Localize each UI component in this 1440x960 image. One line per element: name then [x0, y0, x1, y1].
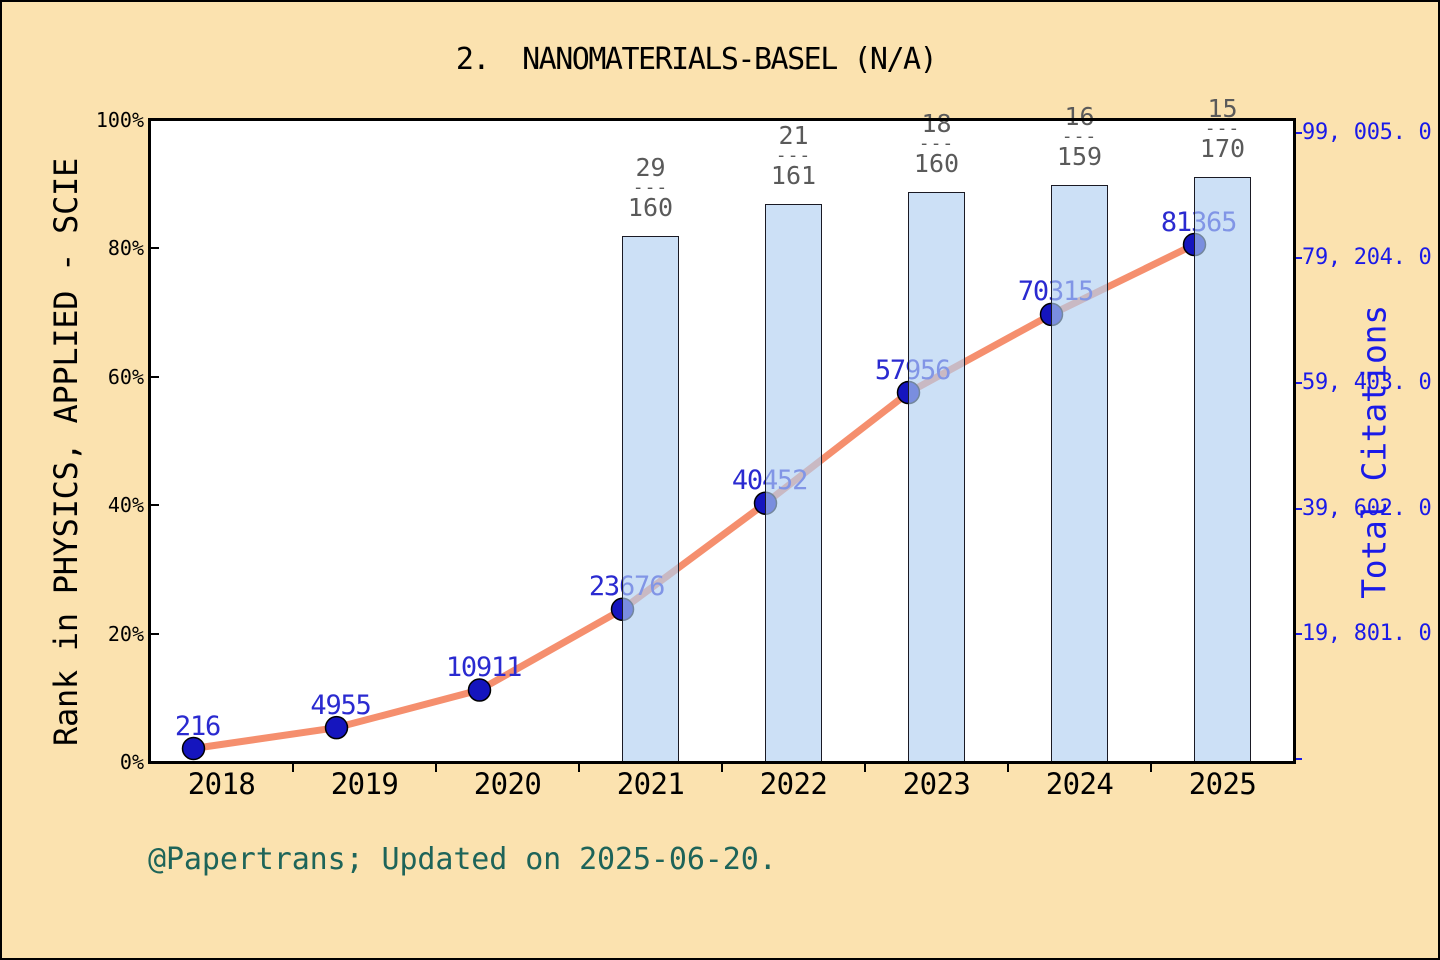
fraction-numerator: 21 [778, 120, 809, 150]
rank-bar-2025 [1194, 176, 1251, 762]
x-axis-tick-label: 2024 [1045, 767, 1114, 801]
fraction-denominator: 161 [770, 160, 817, 190]
y-axis-tick [151, 247, 159, 250]
x-axis-tick-label: 2025 [1188, 767, 1257, 801]
x-axis-tick-label: 2020 [473, 767, 542, 801]
right-axis-tick-label: 59, 403. 0 [1302, 370, 1432, 396]
left-axis-tick-label: 60% [107, 364, 144, 389]
x-axis-tick-label: 2021 [616, 767, 685, 801]
fraction-denominator: 160 [913, 149, 960, 179]
rank-fraction-label: 16 --- 159 [1056, 101, 1103, 171]
right-axis-tick-label: 19, 801. 0 [1302, 620, 1432, 646]
x-axis-tick [1007, 764, 1009, 772]
rank-fraction-label: 21 --- 161 [770, 120, 817, 190]
fraction-numerator: 29 [635, 153, 666, 183]
left-axis-tick-label: 100% [95, 108, 144, 132]
x-axis-tick [864, 764, 866, 772]
right-axis-tick [1296, 257, 1302, 260]
right-axis-zero-tick [1296, 758, 1302, 760]
x-axis-tick [292, 764, 294, 772]
citations-point-2019 [324, 715, 349, 740]
left-axis-title: Rank in PHYSICS, APPLIED - SCIE [47, 158, 85, 746]
fraction-numerator: 16 [1064, 101, 1095, 131]
citations-value-label: 10911 [445, 652, 522, 683]
rank-fraction-label: 15 --- 170 [1199, 93, 1246, 163]
rank-fraction-label: 29 --- 160 [627, 153, 674, 223]
x-axis-tick-label: 2018 [187, 767, 256, 801]
fraction-divider: --- [775, 144, 812, 166]
left-axis-tick-label: 80% [107, 236, 144, 261]
right-axis-title: Total Citations [1354, 305, 1394, 599]
y-axis-tick [151, 375, 159, 378]
right-axis-tick-label: 39, 602. 0 [1302, 495, 1432, 521]
fraction-denominator: 160 [627, 193, 674, 223]
rank-bar-2022 [765, 203, 822, 762]
x-axis-tick-label: 2019 [330, 767, 399, 801]
chart-title: 2. NANOMATERIALS-BASEL (N/A) [455, 42, 938, 77]
rank-bar-2021 [622, 236, 679, 762]
rank-bar-2024 [1051, 184, 1108, 762]
left-axis-tick-label: 40% [107, 493, 144, 518]
left-axis-tick-label: 0% [119, 750, 144, 774]
right-axis-tick [1296, 507, 1302, 510]
x-axis-tick [1150, 764, 1152, 772]
citations-point-2020 [467, 678, 492, 702]
y-axis-tick [151, 632, 159, 635]
right-axis-tick [1296, 382, 1302, 385]
citations-value-label: 4955 [310, 689, 371, 721]
citations-value-label: 216 [174, 710, 221, 742]
fraction-numerator: 18 [921, 109, 952, 139]
citations-line [190, 241, 1198, 752]
fraction-divider: --- [918, 133, 955, 155]
right-axis-tick-label: 99, 005. 0 [1302, 120, 1432, 145]
fraction-divider: --- [632, 177, 669, 199]
right-axis-tick [1296, 132, 1302, 134]
x-axis-tick-label: 2022 [759, 767, 828, 801]
rank-fraction-label: 18 --- 160 [913, 109, 960, 179]
x-axis-tick [435, 764, 437, 772]
fraction-denominator: 170 [1199, 133, 1246, 163]
citations-point-2018 [181, 736, 206, 761]
fraction-divider: --- [1061, 125, 1098, 147]
x-axis-tick-label: 2023 [902, 767, 971, 801]
x-axis-tick [578, 764, 580, 772]
rank-bar-2023 [908, 192, 965, 762]
x-axis-tick [721, 764, 723, 772]
watermark-text: @Papertrans; Updated on 2025-06-20. [148, 842, 777, 877]
fraction-numerator: 15 [1207, 93, 1238, 123]
right-axis-tick [1296, 632, 1302, 635]
right-axis-tick-label: 79, 204. 0 [1302, 245, 1432, 271]
left-axis-tick-label: 20% [107, 621, 144, 646]
fraction-divider: --- [1204, 117, 1241, 139]
y-axis-tick [151, 504, 159, 507]
fraction-denominator: 159 [1056, 141, 1103, 171]
